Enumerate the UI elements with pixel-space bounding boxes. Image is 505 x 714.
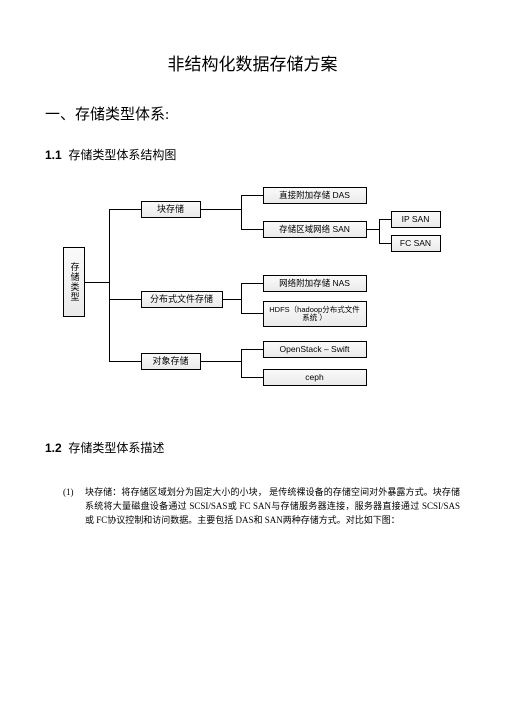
node-object-storage: 对象存储 xyxy=(141,353,201,370)
section-num: 1.2 xyxy=(45,441,62,455)
list-item-num: (1) xyxy=(63,486,85,528)
section-num: 1.1 xyxy=(45,148,62,162)
node-swift: OpenStack – Swift xyxy=(263,341,367,358)
storage-type-diagram: 存储类型 块存储 分布式文件存储 对象存储 直接附加存储 DAS 存储区域网络 … xyxy=(63,179,443,399)
page-title: 非结构化数据存储方案 xyxy=(45,50,460,75)
section-heading-1-2: 1.2 存储类型体系描述 xyxy=(45,439,460,456)
paragraph-block: (1) 块存储：将存储区域划分为固定大小的小块， 是传统裸设备的存储空间对外暴露… xyxy=(45,486,460,528)
section-label: 存储类型体系结构图 xyxy=(68,148,176,162)
section-label: 存储类型体系描述 xyxy=(68,441,164,455)
node-san: 存储区域网络 SAN xyxy=(263,221,367,238)
list-item: (1) 块存储：将存储区域划分为固定大小的小块， 是传统裸设备的存储空间对外暴露… xyxy=(45,486,460,528)
node-fcsan: FC SAN xyxy=(391,235,441,252)
node-ceph: ceph xyxy=(263,369,367,386)
node-block-storage: 块存储 xyxy=(141,201,201,218)
node-das: 直接附加存储 DAS xyxy=(263,187,367,204)
node-dist-file-storage: 分布式文件存储 xyxy=(141,291,223,308)
section-heading-1: 一、存储类型体系: xyxy=(45,103,460,124)
node-root: 存储类型 xyxy=(63,247,85,317)
list-item-text: 块存储：将存储区域划分为固定大小的小块， 是传统裸设备的存储空间对外暴露方式。块… xyxy=(85,486,460,528)
node-hdfs: HDFS（hadoop分布式文件系统 ） xyxy=(263,301,367,327)
section-heading-1-1: 1.1 存储类型体系结构图 xyxy=(45,146,460,163)
node-ipsan: IP SAN xyxy=(391,211,441,228)
node-nas: 网络附加存储 NAS xyxy=(263,275,367,292)
